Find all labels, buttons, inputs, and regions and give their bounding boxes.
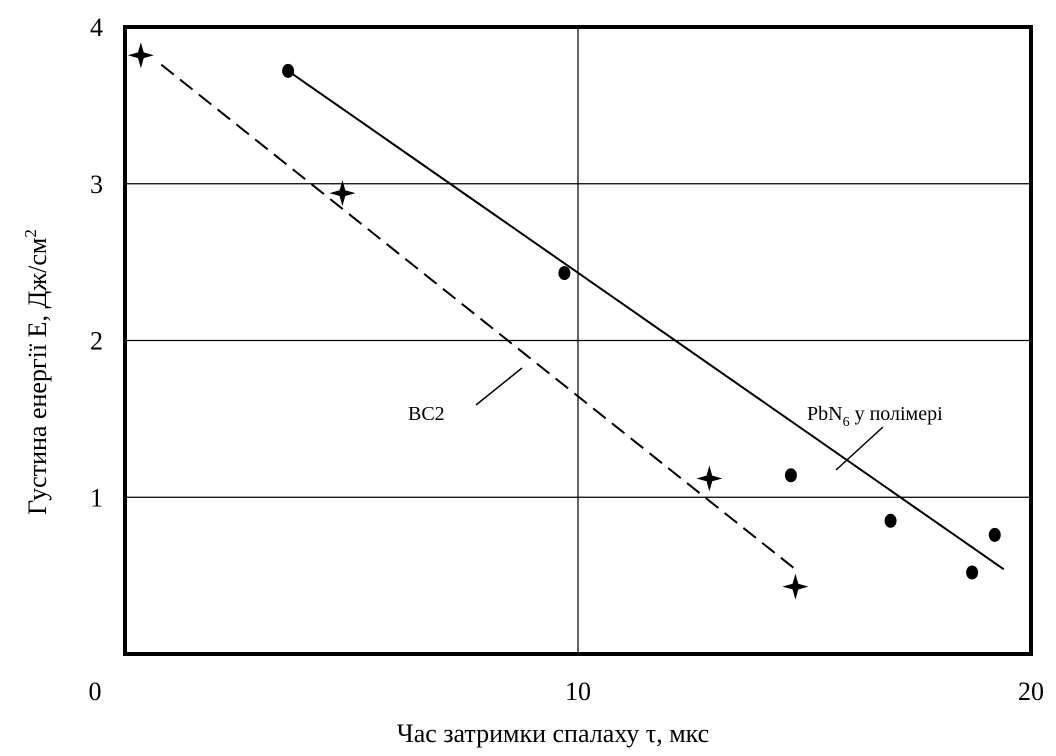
- x-tick-label: 10: [565, 677, 591, 706]
- data-point-star: [782, 573, 809, 600]
- series-annotations: BC2 PbN6 у полімері: [408, 367, 943, 471]
- data-point-star: [329, 180, 356, 207]
- tick-labels: 1 2 3 4 0 10 20: [89, 13, 1045, 706]
- x-axis-title: Час затримки спалаху τ, мкс: [397, 719, 709, 748]
- data-point-circle: [282, 63, 295, 78]
- data-point-circle: [784, 468, 797, 483]
- data-point-star: [696, 465, 723, 492]
- leader-line-bc2: [475, 367, 523, 406]
- y-tick-label: 1: [90, 483, 103, 512]
- data-point-circle: [884, 513, 897, 528]
- series-label-bc2: BC2: [408, 403, 445, 425]
- y-tick-label: 3: [90, 170, 103, 199]
- fit-line-1: [160, 63, 797, 571]
- data-point-star: [127, 42, 154, 69]
- leader-line-pbn6: [835, 426, 884, 471]
- x-tick-label: 20: [1018, 677, 1044, 706]
- data-point-circle: [966, 565, 979, 580]
- fit-lines: [160, 63, 1005, 571]
- x-tick-label: 0: [89, 677, 102, 706]
- y-tick-label: 4: [90, 13, 103, 42]
- series-label-pbn6: PbN6 у полімері: [807, 403, 943, 430]
- y-tick-label: 2: [90, 327, 103, 356]
- plot-area-frame: [123, 25, 1033, 656]
- data-point-circle: [988, 527, 1001, 542]
- grid-lines: [125, 27, 1031, 654]
- data-points: [127, 42, 1001, 600]
- fit-line-0: [287, 70, 1005, 571]
- y-axis-title: Густина енергії E, Дж/см2: [21, 229, 52, 515]
- data-point-circle: [558, 266, 571, 281]
